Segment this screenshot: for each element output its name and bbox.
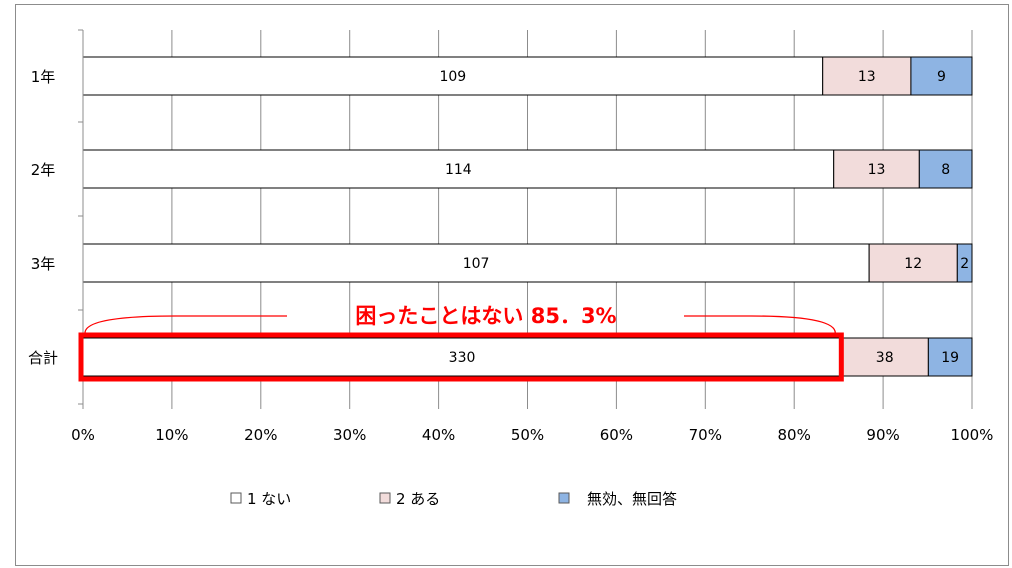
bar-segment bbox=[833, 149, 920, 189]
annotation-text: 困ったことはない 85．3% bbox=[355, 304, 616, 328]
data-label: 19 bbox=[941, 350, 959, 366]
legend-swatch bbox=[230, 492, 242, 504]
legend-swatch bbox=[558, 492, 570, 504]
x-tick-label: 80% bbox=[778, 426, 811, 444]
legend: 1 ない 2 ある 無効、無回答 bbox=[230, 490, 677, 508]
data-label: 114 bbox=[445, 162, 472, 178]
x-tick-label: 20% bbox=[244, 426, 277, 444]
bar-segment bbox=[956, 243, 973, 283]
category-label: 2年 bbox=[31, 161, 56, 179]
data-label: 8 bbox=[941, 162, 950, 178]
bar-segment bbox=[822, 56, 912, 96]
data-label: 109 bbox=[439, 69, 466, 85]
annotation-highlight-box bbox=[78, 332, 844, 382]
data-label: 107 bbox=[463, 256, 490, 272]
bar-segment bbox=[82, 243, 870, 283]
legend-swatch bbox=[379, 492, 391, 504]
bar-segment bbox=[82, 149, 835, 189]
legend-label: 1 ない bbox=[247, 490, 291, 508]
x-tick-label: 30% bbox=[333, 426, 366, 444]
data-label: 38 bbox=[876, 350, 894, 366]
x-tick-label: 60% bbox=[600, 426, 633, 444]
x-tick-label: 40% bbox=[422, 426, 455, 444]
x-tick-label: 90% bbox=[866, 426, 899, 444]
legend-label: 2 ある bbox=[396, 490, 440, 508]
x-tick-label: 100% bbox=[951, 426, 994, 444]
data-label: 2 bbox=[960, 256, 969, 272]
category-label: 合計 bbox=[28, 349, 58, 367]
data-label: 13 bbox=[868, 162, 886, 178]
annotation-brace bbox=[84, 315, 836, 334]
bar-segment bbox=[910, 56, 973, 96]
data-label: 330 bbox=[449, 350, 476, 366]
axes: 0% 10% 20% 30% 40% 50% 60% 70% 80% 90% 100% 1年 2年 3年合… bbox=[28, 29, 994, 444]
category-label: 3年 bbox=[31, 255, 56, 273]
bar-segment bbox=[927, 337, 973, 377]
x-tick-label: 10% bbox=[155, 426, 188, 444]
data-label: 12 bbox=[904, 256, 922, 272]
bar-segment bbox=[82, 337, 842, 377]
x-tick-label: 50% bbox=[511, 426, 544, 444]
bar-segment bbox=[868, 243, 958, 283]
legend-label: 無効、無回答 bbox=[587, 490, 677, 508]
data-label: 9 bbox=[937, 69, 946, 85]
x-tick-label: 0% bbox=[71, 426, 95, 444]
annotation: 困ったことはない 85．3% bbox=[78, 304, 844, 382]
bars: 109 13 9 114 13 8 107 12 2 330 38 19 bbox=[82, 56, 973, 377]
category-label: 1年 bbox=[31, 68, 56, 86]
chart-frame bbox=[15, 4, 1009, 566]
data-label: 13 bbox=[858, 69, 876, 85]
bar-segment bbox=[918, 149, 973, 189]
x-tick-label: 70% bbox=[689, 426, 722, 444]
